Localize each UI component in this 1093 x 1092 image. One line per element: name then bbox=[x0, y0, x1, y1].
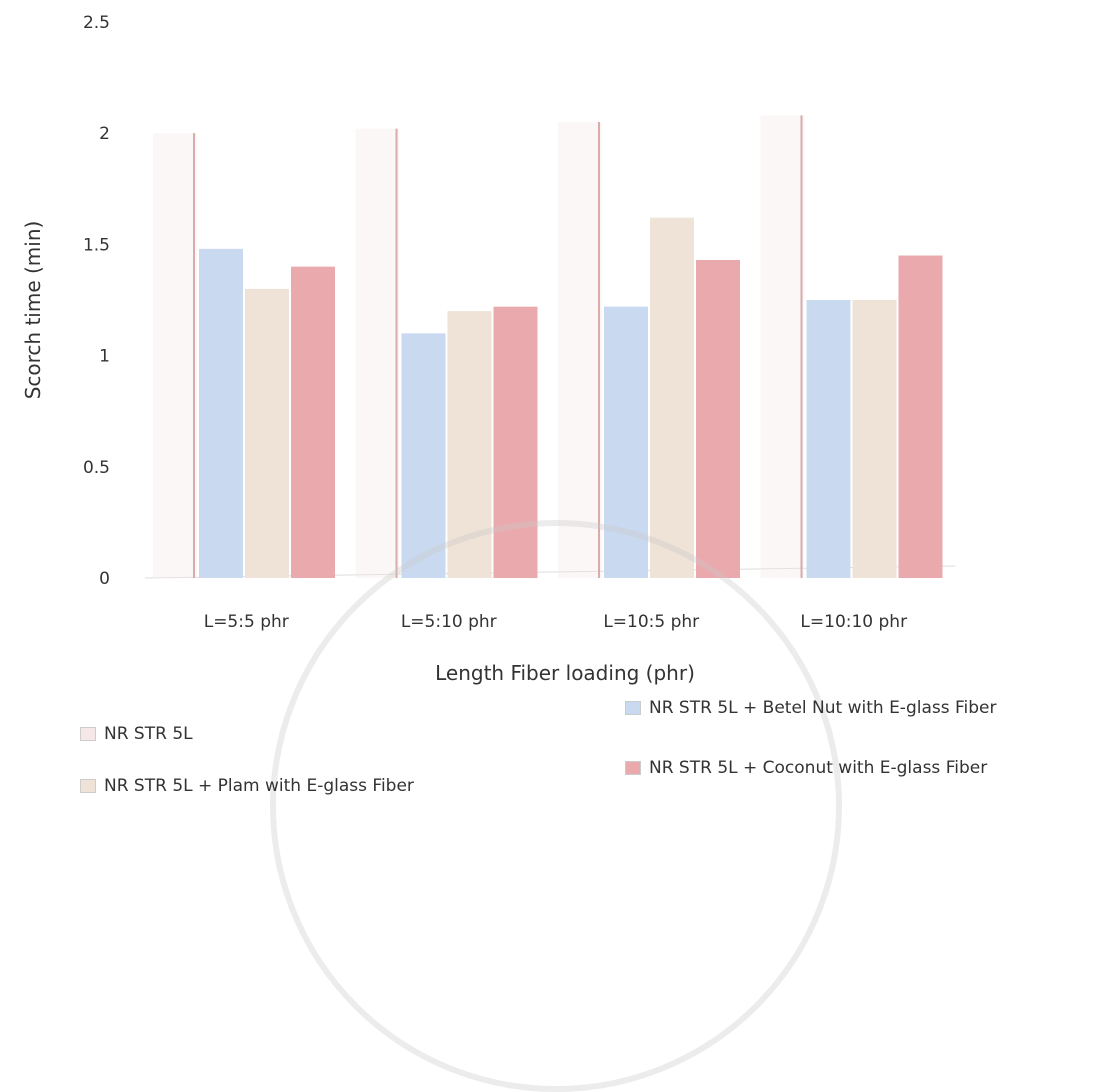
legend-label: NR STR 5L bbox=[104, 724, 193, 744]
bar-nr-str-5l bbox=[395, 128, 398, 578]
bar-nr-str-5l-fill bbox=[355, 128, 400, 578]
legend-swatch bbox=[625, 761, 641, 775]
y-axis-title: Scorch time (min) bbox=[21, 221, 45, 400]
bar-nr-str-5l-fill bbox=[558, 122, 602, 578]
bar-nr-str-5l bbox=[598, 122, 600, 578]
bar bbox=[898, 255, 943, 578]
chart-area: 0 0.5 1 1.5 2 2.5 L=5:5 phr L=5:10 phr L=10:5 ph… bbox=[21, 13, 956, 685]
x-tick-label: L=10:10 phr bbox=[800, 612, 907, 632]
bar bbox=[291, 266, 335, 578]
legend-swatch bbox=[625, 701, 641, 715]
bar bbox=[604, 306, 648, 578]
bar bbox=[245, 288, 289, 578]
bar-nr-str-5l-fill bbox=[760, 115, 805, 579]
bar bbox=[696, 259, 740, 578]
bar-nr-str-5l bbox=[800, 115, 803, 579]
bar bbox=[806, 300, 851, 578]
bar bbox=[493, 306, 538, 578]
legend-swatch bbox=[80, 727, 96, 741]
legend-label: NR STR 5L + Coconut with E-glass Fiber bbox=[649, 758, 988, 778]
legend-swatch bbox=[80, 779, 96, 793]
legend-item-plam: NR STR 5L + Plam with E-glass Fiber bbox=[80, 776, 414, 796]
y-tick-label: 2 bbox=[99, 124, 110, 144]
legend-item-nr-str-5l: NR STR 5L bbox=[80, 724, 193, 744]
bar-nr-str-5l-fill bbox=[153, 133, 197, 578]
bar-nr-str-5l bbox=[193, 133, 195, 578]
y-tick-label: 1.5 bbox=[83, 235, 110, 255]
y-tick-label: 0 bbox=[99, 569, 110, 589]
x-tick-label: L=5:10 phr bbox=[401, 612, 497, 632]
legend-item-coconut: NR STR 5L + Coconut with E-glass Fiber bbox=[625, 758, 987, 778]
bar bbox=[447, 311, 492, 578]
x-axis-title: Length Fiber loading (phr) bbox=[435, 661, 695, 685]
y-tick-label: 1 bbox=[99, 347, 110, 367]
legend-item-betel-nut: NR STR 5L + Betel Nut with E-glass Fiber bbox=[625, 698, 997, 718]
y-tick-label: 0.5 bbox=[83, 458, 110, 478]
legend-label: NR STR 5L + Betel Nut with E-glass Fiber bbox=[649, 698, 997, 718]
legend-label: NR STR 5L + Plam with E-glass Fiber bbox=[104, 776, 414, 796]
x-tick-label: L=5:5 phr bbox=[204, 612, 289, 632]
bar bbox=[199, 248, 243, 578]
bar bbox=[650, 217, 694, 578]
bar bbox=[852, 300, 897, 578]
bar bbox=[401, 333, 446, 578]
y-tick-label: 2.5 bbox=[83, 13, 110, 33]
x-tick-label: L=10:5 phr bbox=[603, 612, 699, 632]
